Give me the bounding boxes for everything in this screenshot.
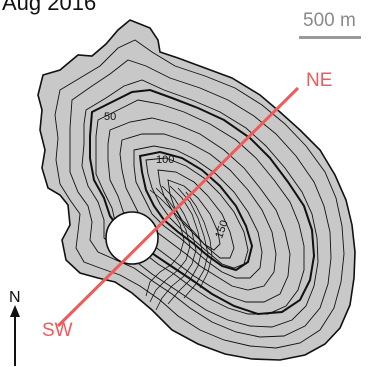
crater (105, 211, 159, 265)
contour-label-50: 50 (104, 111, 116, 123)
contour-label-100: 100 (156, 154, 174, 166)
scale-bar (299, 36, 361, 39)
north-arrow-icon (10, 305, 20, 366)
scale-bar-label: 500 m (303, 10, 356, 31)
contour-lines (54, 39, 345, 349)
date-label: Aug 2016 (2, 0, 97, 15)
contour-label-150: 150 (213, 219, 231, 240)
profile-line (56, 86, 300, 328)
profile-start-label: SW (42, 320, 73, 341)
profile-end-label: NE (306, 70, 333, 91)
index-contours (89, 88, 316, 316)
north-label: N (9, 289, 21, 306)
